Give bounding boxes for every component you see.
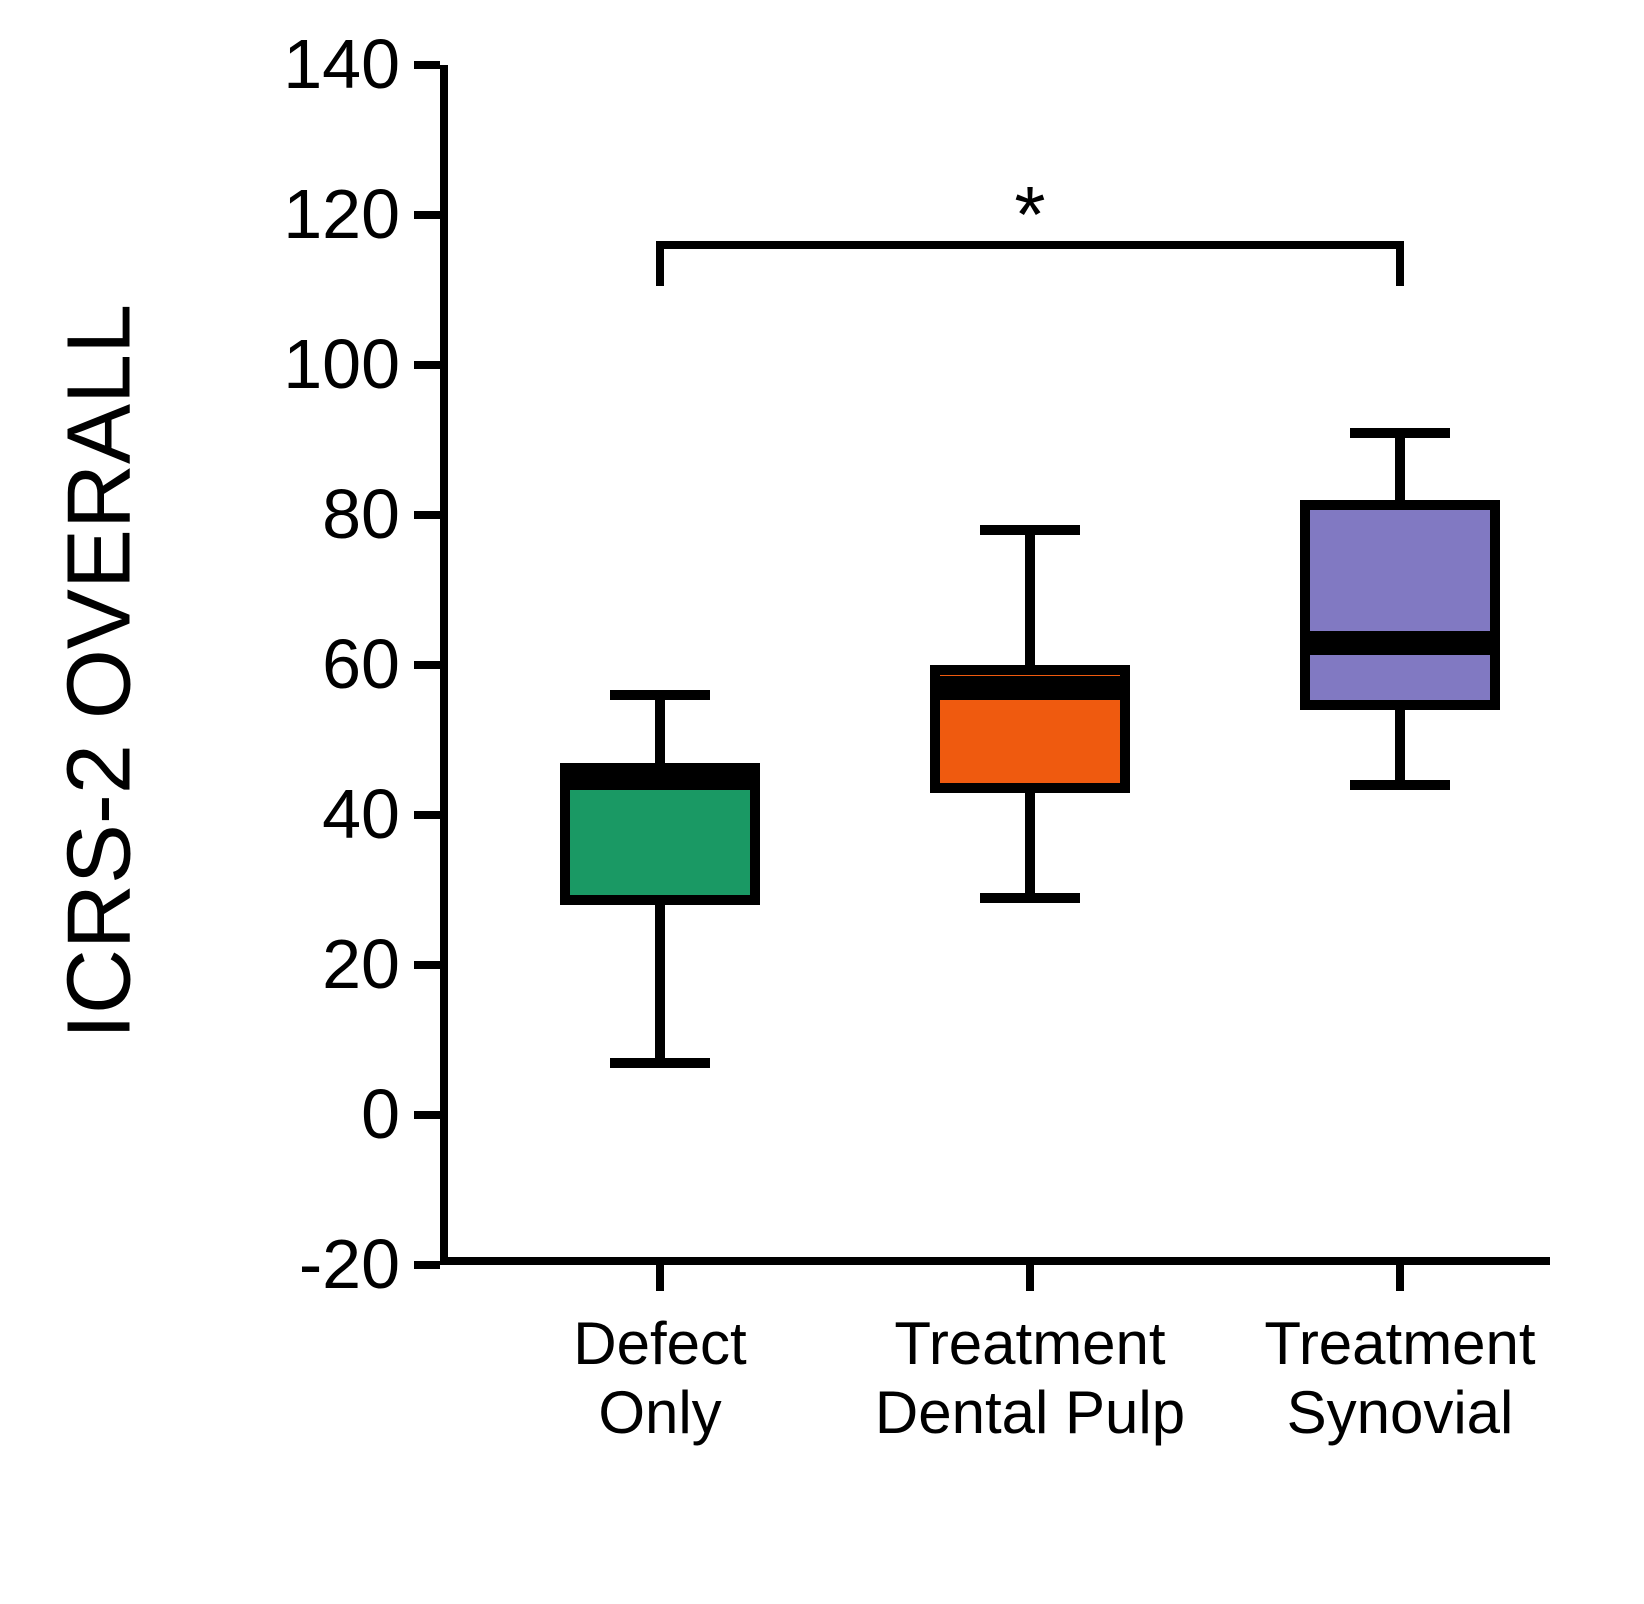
- y-tick-label: 0: [200, 1074, 400, 1154]
- significance-drop: [1396, 241, 1404, 286]
- median-line: [1300, 631, 1500, 655]
- whisker-lower: [1395, 710, 1405, 785]
- whisker-cap-lower: [1350, 780, 1450, 790]
- y-tick-label: 60: [200, 624, 400, 704]
- y-tick-label: 80: [200, 474, 400, 554]
- y-tick: [414, 211, 440, 219]
- x-tick-label: TreatmentDental Pulp: [830, 1309, 1230, 1447]
- y-tick-label: 40: [200, 774, 400, 854]
- whisker-cap-upper: [1350, 428, 1450, 438]
- y-axis-line: [440, 65, 448, 1265]
- y-tick: [414, 961, 440, 969]
- whisker-lower: [655, 905, 665, 1063]
- significance-drop: [656, 241, 664, 286]
- boxplot-chart: ICRS-2 OVERALL -20 0 20 40 60 80 100 120 140 Defe…: [0, 0, 1644, 1604]
- y-tick: [414, 661, 440, 669]
- median-line: [560, 766, 760, 790]
- whisker-cap-upper: [610, 690, 710, 700]
- whisker-cap-lower: [980, 893, 1080, 903]
- significance-label: *: [980, 169, 1080, 261]
- y-tick-label: 100: [200, 324, 400, 404]
- whisker-upper: [1395, 433, 1405, 501]
- y-tick: [414, 811, 440, 819]
- whisker-cap-upper: [980, 525, 1080, 535]
- x-tick: [656, 1265, 664, 1291]
- box: [1300, 500, 1500, 710]
- y-tick: [414, 61, 440, 69]
- y-tick-label: -20: [200, 1224, 400, 1304]
- whisker-cap-lower: [610, 1058, 710, 1068]
- y-tick: [414, 361, 440, 369]
- whisker-upper: [655, 695, 665, 763]
- median-line: [930, 676, 1130, 700]
- y-axis-title: ICRS-2 OVERALL: [49, 172, 152, 1172]
- x-tick: [1026, 1265, 1034, 1291]
- y-tick-label: 20: [200, 924, 400, 1004]
- x-tick: [1396, 1265, 1404, 1291]
- y-tick-label: 140: [200, 24, 400, 104]
- y-tick: [414, 1261, 440, 1269]
- x-tick-label: TreatmentSynovial: [1200, 1309, 1600, 1447]
- y-tick-label: 120: [200, 174, 400, 254]
- x-axis-line: [440, 1257, 1550, 1265]
- y-tick: [414, 511, 440, 519]
- y-tick: [414, 1111, 440, 1119]
- whisker-upper: [1025, 530, 1035, 665]
- whisker-lower: [1025, 793, 1035, 898]
- x-tick-label: DefectOnly: [460, 1309, 860, 1447]
